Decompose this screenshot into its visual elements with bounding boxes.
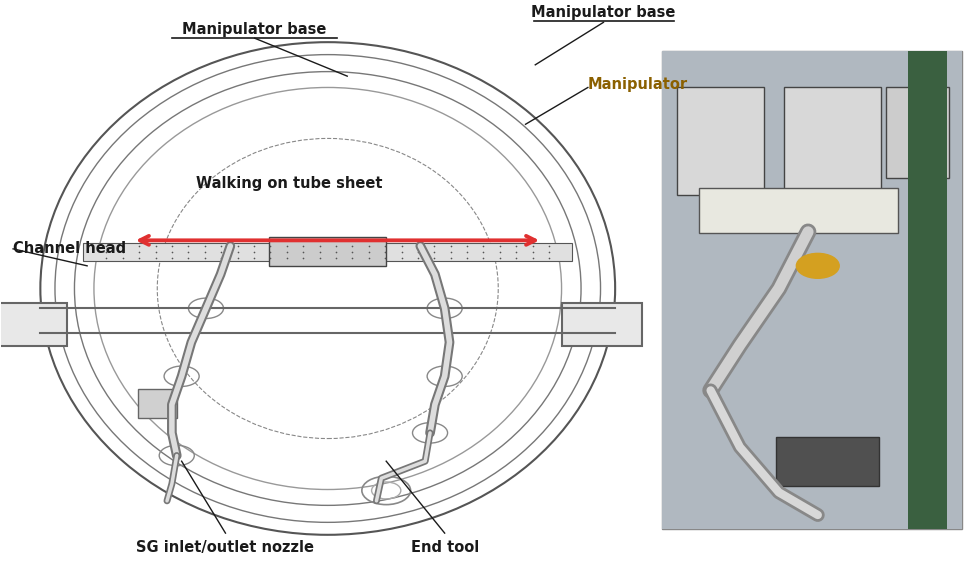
FancyBboxPatch shape [83, 242, 573, 261]
FancyBboxPatch shape [776, 437, 879, 485]
Text: Channel head: Channel head [13, 241, 126, 256]
FancyBboxPatch shape [0, 303, 67, 346]
Text: Manipulator base: Manipulator base [183, 22, 327, 37]
FancyBboxPatch shape [270, 237, 386, 266]
Text: Walking on tube sheet: Walking on tube sheet [195, 176, 382, 191]
FancyBboxPatch shape [699, 189, 898, 233]
FancyBboxPatch shape [886, 88, 950, 178]
Text: Manipulator: Manipulator [588, 77, 688, 92]
FancyBboxPatch shape [909, 50, 948, 529]
FancyBboxPatch shape [661, 50, 962, 529]
FancyBboxPatch shape [661, 50, 962, 529]
Circle shape [796, 253, 839, 278]
Text: End tool: End tool [410, 540, 479, 555]
Text: SG inlet/outlet nozzle: SG inlet/outlet nozzle [137, 540, 315, 555]
FancyBboxPatch shape [138, 390, 177, 418]
FancyBboxPatch shape [562, 303, 642, 346]
Text: Manipulator base: Manipulator base [531, 5, 676, 19]
FancyBboxPatch shape [676, 88, 764, 195]
FancyBboxPatch shape [784, 88, 881, 195]
